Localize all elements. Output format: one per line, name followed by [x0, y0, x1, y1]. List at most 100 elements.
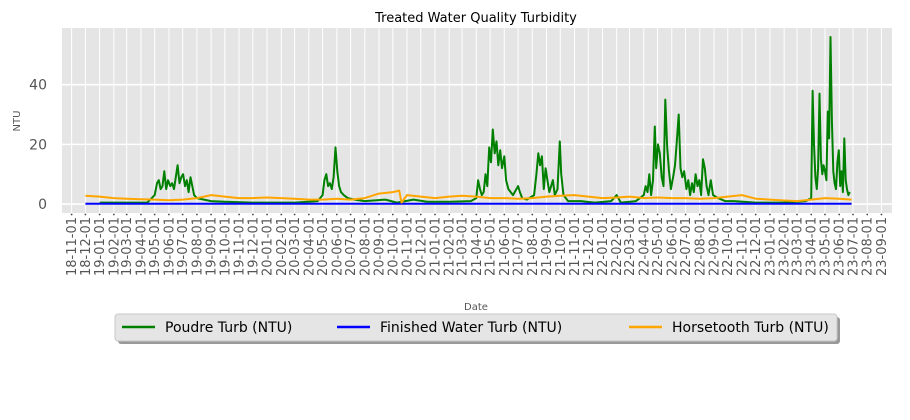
x-tick-mark [656, 213, 659, 216]
x-tick-label: 21-09-01 [540, 217, 555, 276]
x-tick-label: 18-12-01 [79, 217, 94, 276]
x-tick-mark [866, 213, 869, 216]
x-tick-label: 21-03-01 [456, 217, 471, 276]
x-tick-label: 22-06-01 [665, 217, 680, 276]
chart-title: Treated Water Quality Turbidity [374, 11, 577, 26]
x-tick-mark [251, 213, 254, 216]
x-tick-mark [125, 213, 128, 216]
x-tick-mark [293, 213, 296, 216]
x-tick-mark [223, 213, 226, 216]
series-layer [85, 36, 852, 205]
x-tick-mark [559, 213, 562, 216]
x-tick-label: 23-09-01 [875, 217, 890, 276]
x-tick-label: 19-01-01 [93, 217, 108, 276]
x-tick-mark [713, 213, 715, 216]
legend-label-poudre: Poudre Turb (NTU) [165, 320, 292, 336]
x-tick-mark [726, 213, 729, 216]
gridlines [62, 28, 892, 213]
x-tick-label: 20-07-01 [344, 217, 359, 276]
x-tick-label: 22-03-01 [623, 217, 638, 276]
x-tick-mark [810, 213, 813, 216]
x-tick-mark [475, 213, 478, 216]
x-tick-label: 19-10-01 [218, 217, 233, 276]
y-tick-label: 20 [29, 137, 47, 153]
x-tick-mark [181, 213, 184, 216]
y-tick-label: 40 [29, 78, 47, 94]
x-tick-mark [363, 213, 366, 216]
legend-box [114, 313, 838, 342]
x-tick-mark [112, 213, 115, 216]
x-tick-label: 19-02-01 [107, 217, 122, 276]
x-tick-mark [880, 213, 883, 216]
x-tick-mark [601, 213, 604, 216]
y-axis-label: NTU [12, 111, 23, 132]
x-tick-label: 20-05-01 [316, 217, 331, 276]
x-tick-mark [378, 213, 380, 216]
x-tick-label: 21-02-01 [443, 217, 458, 276]
x-tick-label: 21-11-01 [568, 217, 583, 276]
x-tick-mark [391, 213, 394, 216]
x-tick-mark [670, 213, 673, 216]
x-tick-label: 21-12-01 [582, 217, 597, 276]
y-tick-label: 0 [38, 197, 47, 213]
x-tick-label: 19-07-01 [176, 217, 191, 276]
x-tick-mark [531, 213, 534, 216]
x-tick-label: 22-02-01 [610, 217, 625, 276]
x-tick-label: 23-05-01 [819, 217, 834, 276]
x-tick-label: 21-08-01 [526, 217, 541, 276]
x-tick-mark [210, 213, 213, 216]
x-tick-mark [349, 213, 352, 216]
x-tick-label: 22-11-01 [735, 217, 750, 276]
x-tick-label: 19-06-01 [162, 217, 177, 276]
x-tick-label: 20-09-01 [373, 217, 388, 276]
x-tick-label: 19-08-01 [190, 217, 205, 276]
x-tick-mark [84, 213, 87, 216]
x-tick-mark [266, 213, 268, 216]
x-tick-label: 19-11-01 [233, 217, 248, 276]
x-tick-mark [545, 213, 548, 216]
x-tick-label: 21-04-01 [470, 217, 485, 276]
x-tick-mark [448, 213, 451, 216]
x-tick-label: 23-06-01 [833, 217, 848, 276]
x-tick-mark [838, 213, 841, 216]
x-tick-label: 22-12-01 [749, 217, 764, 276]
x-tick-mark [628, 213, 631, 216]
x-tick-label: 22-08-01 [693, 217, 708, 276]
x-tick-label: 20-01-01 [261, 217, 276, 276]
x-tick-mark [517, 213, 519, 216]
x-tick-label: 19-12-01 [246, 217, 261, 276]
x-tick-mark [796, 213, 798, 216]
legend-label-horsetooth: Horsetooth Turb (NTU) [672, 320, 829, 336]
x-tick-mark [419, 213, 422, 216]
x-tick-label: 20-11-01 [401, 217, 416, 276]
x-tick-mark [824, 213, 826, 216]
x-tick-label: 20-04-01 [302, 217, 317, 276]
x-tick-mark [852, 213, 854, 216]
x-tick-mark [642, 213, 645, 216]
legend-label-finished: Finished Water Turb (NTU) [380, 320, 562, 336]
x-tick-label: 20-03-01 [288, 217, 303, 276]
x-tick-mark [335, 213, 338, 216]
x-tick-mark [321, 213, 324, 216]
x-tick-mark [153, 213, 156, 216]
x-tick-label: 23-04-01 [805, 217, 820, 276]
x-tick-label: 22-07-01 [679, 217, 694, 276]
x-tick-label: 20-10-01 [386, 217, 401, 276]
series-line-horsetooth [85, 189, 852, 204]
x-tick-mark [98, 213, 101, 216]
x-tick-mark [406, 213, 408, 216]
x-tick-mark [70, 213, 73, 216]
x-tick-mark [769, 213, 771, 216]
x-tick-label: 18-11-01 [65, 217, 80, 276]
x-tick-label: 22-09-01 [707, 217, 722, 276]
x-tick-label: 23-02-01 [778, 217, 793, 276]
x-tick-mark [461, 213, 463, 216]
x-tick-label: 22-01-01 [596, 217, 611, 276]
x-tick-label: 22-10-01 [721, 217, 736, 276]
x-tick-label: 19-05-01 [148, 217, 163, 276]
x-tick-label: 20-02-01 [275, 217, 290, 276]
x-tick-label: 21-01-01 [429, 217, 444, 276]
x-tick-label: 21-06-01 [498, 217, 513, 276]
x-tick-label: 21-07-01 [512, 217, 527, 276]
legend: Poudre Turb (NTU) Finished Water Turb (NT… [114, 313, 840, 344]
